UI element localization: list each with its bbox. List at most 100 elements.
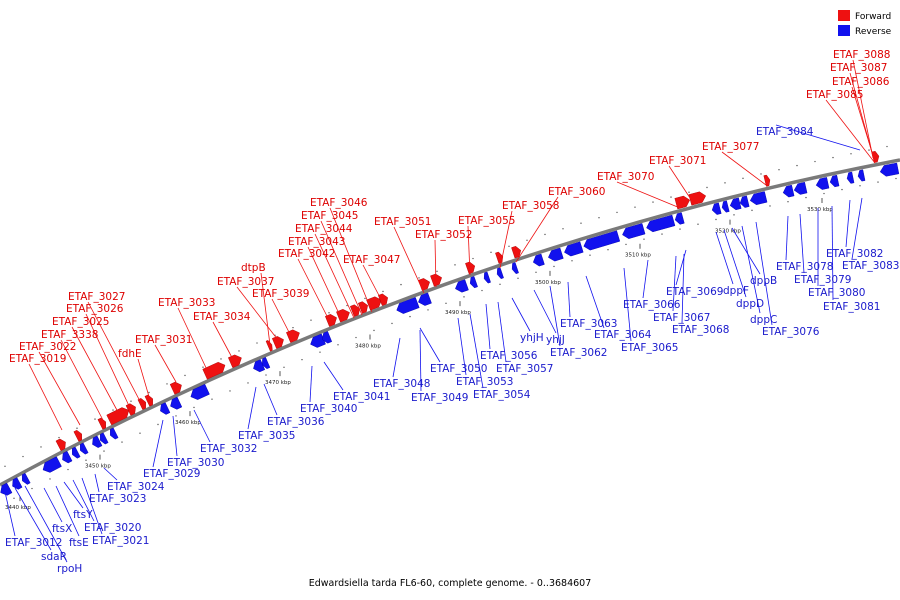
- gene-label: ETAF_3019: [9, 353, 66, 365]
- reverse-gene-arrow: [455, 279, 469, 293]
- position-tick-label: 3460 kbp: [175, 420, 201, 426]
- gene-label: ETAF_3039: [252, 288, 309, 300]
- scale-dot: [40, 446, 42, 448]
- gene-label: ETAF_3071: [649, 155, 706, 167]
- reverse-gene-arrow: [322, 331, 333, 344]
- reverse-gene-arrow: [72, 446, 81, 459]
- leader-line: [715, 231, 734, 285]
- gene-label: ETAF_3045: [301, 210, 358, 222]
- gene-label: ETAF_3046: [310, 197, 368, 209]
- reverse-gene-arrow: [815, 177, 830, 190]
- leader-line: [672, 255, 677, 312]
- reverse-gene-arrow: [496, 267, 504, 279]
- scale-dot: [265, 374, 267, 376]
- gene-label: ETAF_3027: [68, 291, 125, 303]
- scale-dot: [490, 251, 492, 254]
- scale-dot: [22, 455, 24, 458]
- reverse-gene-arrow: [511, 262, 519, 274]
- scale-dot: [688, 191, 690, 193]
- scale-dot: [499, 283, 501, 286]
- forward-gene-arrow: [265, 340, 273, 352]
- position-tick-label: 3500 kbp: [535, 280, 561, 286]
- gene-label: ftsY: [73, 509, 93, 521]
- leader-line: [681, 253, 685, 324]
- scale-dot: [895, 177, 897, 180]
- scale-dot: [13, 497, 15, 499]
- scale-dot: [238, 350, 240, 352]
- scale-dot: [184, 374, 186, 377]
- scale-dot: [148, 391, 150, 394]
- leader-line: [785, 215, 789, 261]
- forward-gene-arrow: [73, 429, 82, 442]
- scale-dot: [535, 271, 537, 274]
- gene-label: ETAF_3040: [300, 403, 357, 415]
- reverse-gene-arrow: [721, 200, 730, 213]
- leader-line: [314, 233, 355, 319]
- gene-label: ETAF_3042: [278, 248, 335, 260]
- scale-dot: [202, 366, 204, 368]
- gene-label: ETAF_3338: [41, 329, 98, 341]
- forward-gene-arrow: [465, 261, 476, 275]
- forward-gene-arrow: [358, 301, 368, 314]
- leader-line: [825, 99, 876, 164]
- gene-label: ftsE: [69, 537, 89, 549]
- gene-label: ETAF_3065: [621, 342, 678, 354]
- legend-reverse-swatch: [838, 25, 850, 36]
- leader-line: [799, 213, 805, 274]
- label-layer: ETAF_3019ETAF_3022ETAF_3338ETAF_3025ETAF…: [5, 49, 899, 575]
- leader-line: [43, 487, 63, 523]
- scale-dot: [427, 309, 429, 311]
- leader-layer: [4, 59, 876, 563]
- scale-dot: [832, 156, 834, 159]
- gene-label: ETAF_3050: [430, 363, 487, 375]
- gene-label: ETAF_3048: [373, 378, 430, 390]
- leader-line: [323, 361, 344, 391]
- forward-gene-arrow: [495, 251, 504, 264]
- scale-dot: [85, 459, 87, 461]
- forward-gene-arrow: [336, 309, 350, 323]
- reverse-gene-arrow: [62, 450, 73, 464]
- gene-label: ETAF_3023: [89, 493, 146, 505]
- gene-label: ETAF_3079: [794, 274, 851, 286]
- gene-label: ETAF_3054: [473, 389, 531, 401]
- scale-dot: [634, 206, 636, 208]
- forward-gene-arrow: [125, 403, 136, 416]
- leader-line: [28, 363, 63, 431]
- leader-line: [567, 281, 571, 318]
- leader-line: [4, 491, 16, 537]
- leader-line: [755, 221, 773, 326]
- leader-line: [309, 365, 313, 403]
- scale-dot: [472, 257, 474, 260]
- scale-dot: [868, 149, 870, 151]
- scale-dot: [463, 296, 465, 298]
- gene-label: ETAF_3076: [762, 326, 820, 338]
- scale-dot: [346, 304, 348, 307]
- scale-dot: [292, 326, 294, 329]
- scale-dot: [49, 478, 51, 480]
- leader-line: [497, 301, 507, 363]
- position-tick-label: 3450 kbp: [85, 464, 111, 470]
- scale-dot: [382, 290, 384, 293]
- leader-line: [38, 351, 81, 426]
- scale-dot: [445, 302, 447, 305]
- legend: Forward Reverse: [838, 10, 892, 37]
- leader-line: [154, 344, 177, 383]
- scale-dot: [337, 344, 339, 346]
- leader-line: [721, 151, 767, 186]
- reverse-gene-arrow: [532, 253, 545, 267]
- scale-dot: [157, 423, 159, 426]
- forward-gene-arrow: [106, 407, 130, 426]
- leader-line: [419, 327, 441, 363]
- reverse-gene-arrow: [469, 276, 478, 289]
- position-tick-label: 3510 kbp: [625, 253, 651, 259]
- scale-dot: [877, 181, 879, 183]
- scale-dot: [886, 145, 888, 148]
- leader-line: [549, 285, 561, 347]
- gene-label: ETAF_3051: [374, 216, 431, 228]
- position-tick-label: 3470 kbp: [265, 380, 291, 386]
- gene-label: ETAF_3062: [550, 347, 607, 359]
- reverse-gene-arrow: [646, 214, 676, 233]
- gene-label: ETAF_3064: [594, 329, 652, 341]
- reverse-gene-arrow: [0, 482, 13, 496]
- leader-line: [515, 196, 559, 263]
